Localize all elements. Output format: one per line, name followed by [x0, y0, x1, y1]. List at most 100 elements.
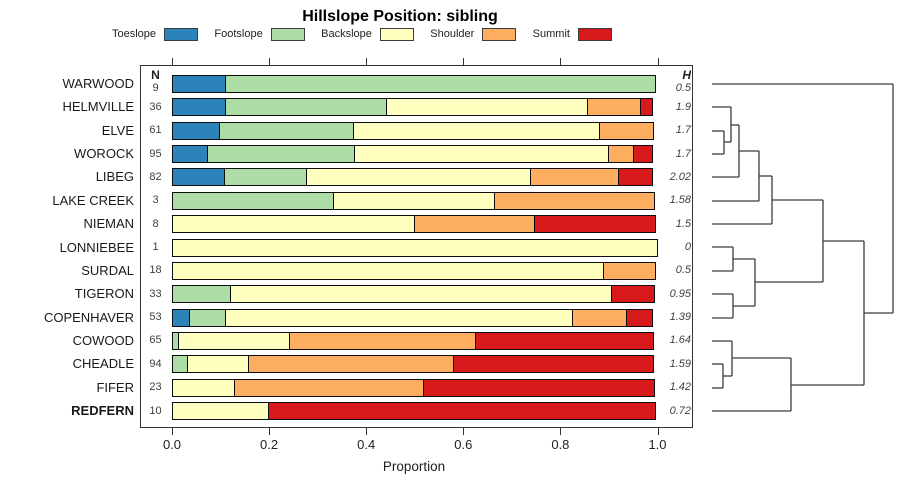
axis-tick-bottom — [560, 428, 562, 435]
n-value: 53 — [149, 311, 162, 324]
bar-segment-summit — [268, 402, 657, 421]
h-value: 1.59 — [669, 357, 691, 370]
axis-tick-bottom — [657, 428, 659, 435]
bar-segment-shoulder — [234, 378, 425, 397]
chart-title: Hillslope Position: sibling — [302, 8, 498, 25]
site-label: FIFER — [96, 379, 134, 395]
bar-segment-footslope — [189, 308, 226, 327]
bar-segment-backslope — [385, 98, 588, 117]
legend-label: Summit — [532, 28, 570, 40]
axis-tick-bottom — [172, 428, 173, 435]
h-value: 0.5 — [675, 264, 691, 277]
h-value: 0.5 — [675, 82, 691, 94]
n-value: 65 — [149, 334, 162, 347]
bar-segment-summit — [423, 378, 656, 397]
bar-segment-shoulder — [598, 121, 655, 140]
bar-segment-backslope — [172, 238, 658, 257]
bar-segment-backslope — [172, 402, 270, 421]
bar-segment-toeslope — [172, 98, 226, 117]
h-value: 1.7 — [675, 147, 691, 160]
stacked-bar — [172, 145, 658, 164]
n-value: 61 — [149, 124, 162, 137]
bar-segment-footslope — [172, 191, 334, 210]
axis-tick-top — [657, 58, 659, 65]
h-value: 2.02 — [669, 170, 691, 183]
axis-tick-bottom — [463, 428, 465, 435]
axis-tick-top — [463, 58, 465, 65]
bar-segment-summit — [475, 331, 655, 350]
h-value: 1.64 — [669, 334, 691, 347]
bar-segment-summit — [618, 168, 654, 187]
bar-segment-backslope — [178, 331, 291, 350]
stacked-bar — [172, 308, 658, 327]
bar-segment-backslope — [172, 215, 415, 234]
axis-tick-top — [560, 58, 562, 65]
bar-segment-backslope — [306, 168, 532, 187]
legend-label: Shoulder — [430, 28, 475, 40]
footslope-swatch-icon — [270, 27, 305, 41]
stacked-bar — [172, 75, 658, 93]
n-value: 82 — [149, 170, 162, 183]
bar-segment-toeslope — [172, 121, 220, 140]
stacked-bar — [172, 355, 658, 374]
bar-segment-shoulder — [289, 331, 477, 350]
bar-segment-toeslope — [172, 168, 226, 187]
bar-segment-backslope — [353, 145, 610, 164]
site-label: WOROCK — [74, 146, 134, 162]
h-value: 1.5 — [675, 217, 691, 230]
legend-label: Backslope — [321, 28, 372, 40]
axis-tick-label: 0.8 — [551, 437, 570, 452]
axis-tick-label: 0.4 — [357, 437, 376, 452]
bar-segment-footslope — [206, 145, 355, 164]
bar-segment-footslope — [224, 98, 387, 117]
bar-segment-shoulder — [413, 215, 536, 234]
bar-segment-footslope — [172, 285, 231, 304]
axis-tick-label: 0.0 — [162, 437, 182, 452]
summit-swatch-icon — [577, 27, 612, 41]
bar-segment-summit — [639, 98, 654, 117]
axis-tick-top — [269, 58, 271, 65]
bar-segment-footslope — [224, 168, 308, 187]
bar-segment-footslope — [224, 75, 657, 93]
axis-tick-bottom — [366, 428, 368, 435]
site-label: SURDAL — [81, 262, 134, 278]
h-value: 1.58 — [669, 194, 691, 207]
bar-segment-shoulder — [493, 191, 656, 210]
site-label: ELVE — [101, 122, 134, 138]
plot-frame — [140, 65, 693, 428]
axis-tick-bottom — [269, 428, 271, 435]
site-label: CHEADLE — [72, 356, 134, 372]
site-label: NIEMAN — [83, 216, 134, 232]
legend-item-footslope: Footslope — [214, 27, 305, 41]
bar-segment-toeslope — [172, 308, 191, 327]
n-column-header: N — [151, 68, 160, 82]
site-label: LAKE CREEK — [52, 192, 134, 208]
bar-segment-backslope — [353, 121, 600, 140]
bar-segment-summit — [633, 145, 654, 164]
bar-segment-backslope — [224, 308, 573, 327]
bar-segment-summit — [625, 308, 654, 327]
site-label: COWOOD — [72, 332, 134, 348]
h-value: 0.95 — [669, 287, 691, 300]
h-value: 1.7 — [675, 124, 691, 137]
bar-segment-summit — [534, 215, 656, 234]
h-column-header: H — [682, 68, 691, 82]
n-value: 3 — [152, 194, 159, 207]
bar-segment-shoulder — [608, 145, 635, 164]
bar-segment-shoulder — [571, 308, 627, 327]
stacked-bar — [172, 261, 658, 280]
h-value: 1.42 — [669, 381, 691, 394]
bar-segment-shoulder — [586, 98, 641, 117]
stacked-bar — [172, 168, 658, 187]
n-value: 9 — [152, 82, 159, 94]
bar-segment-shoulder — [247, 355, 455, 374]
n-value: 33 — [149, 287, 162, 300]
bar-segment-shoulder — [602, 261, 657, 280]
site-label: COPENHAVER — [43, 309, 134, 325]
n-value: 95 — [149, 147, 162, 160]
bar-segment-toeslope — [172, 145, 208, 164]
n-value: 1 — [152, 241, 159, 254]
bar-segment-shoulder — [530, 168, 620, 187]
n-value: 36 — [149, 100, 162, 113]
